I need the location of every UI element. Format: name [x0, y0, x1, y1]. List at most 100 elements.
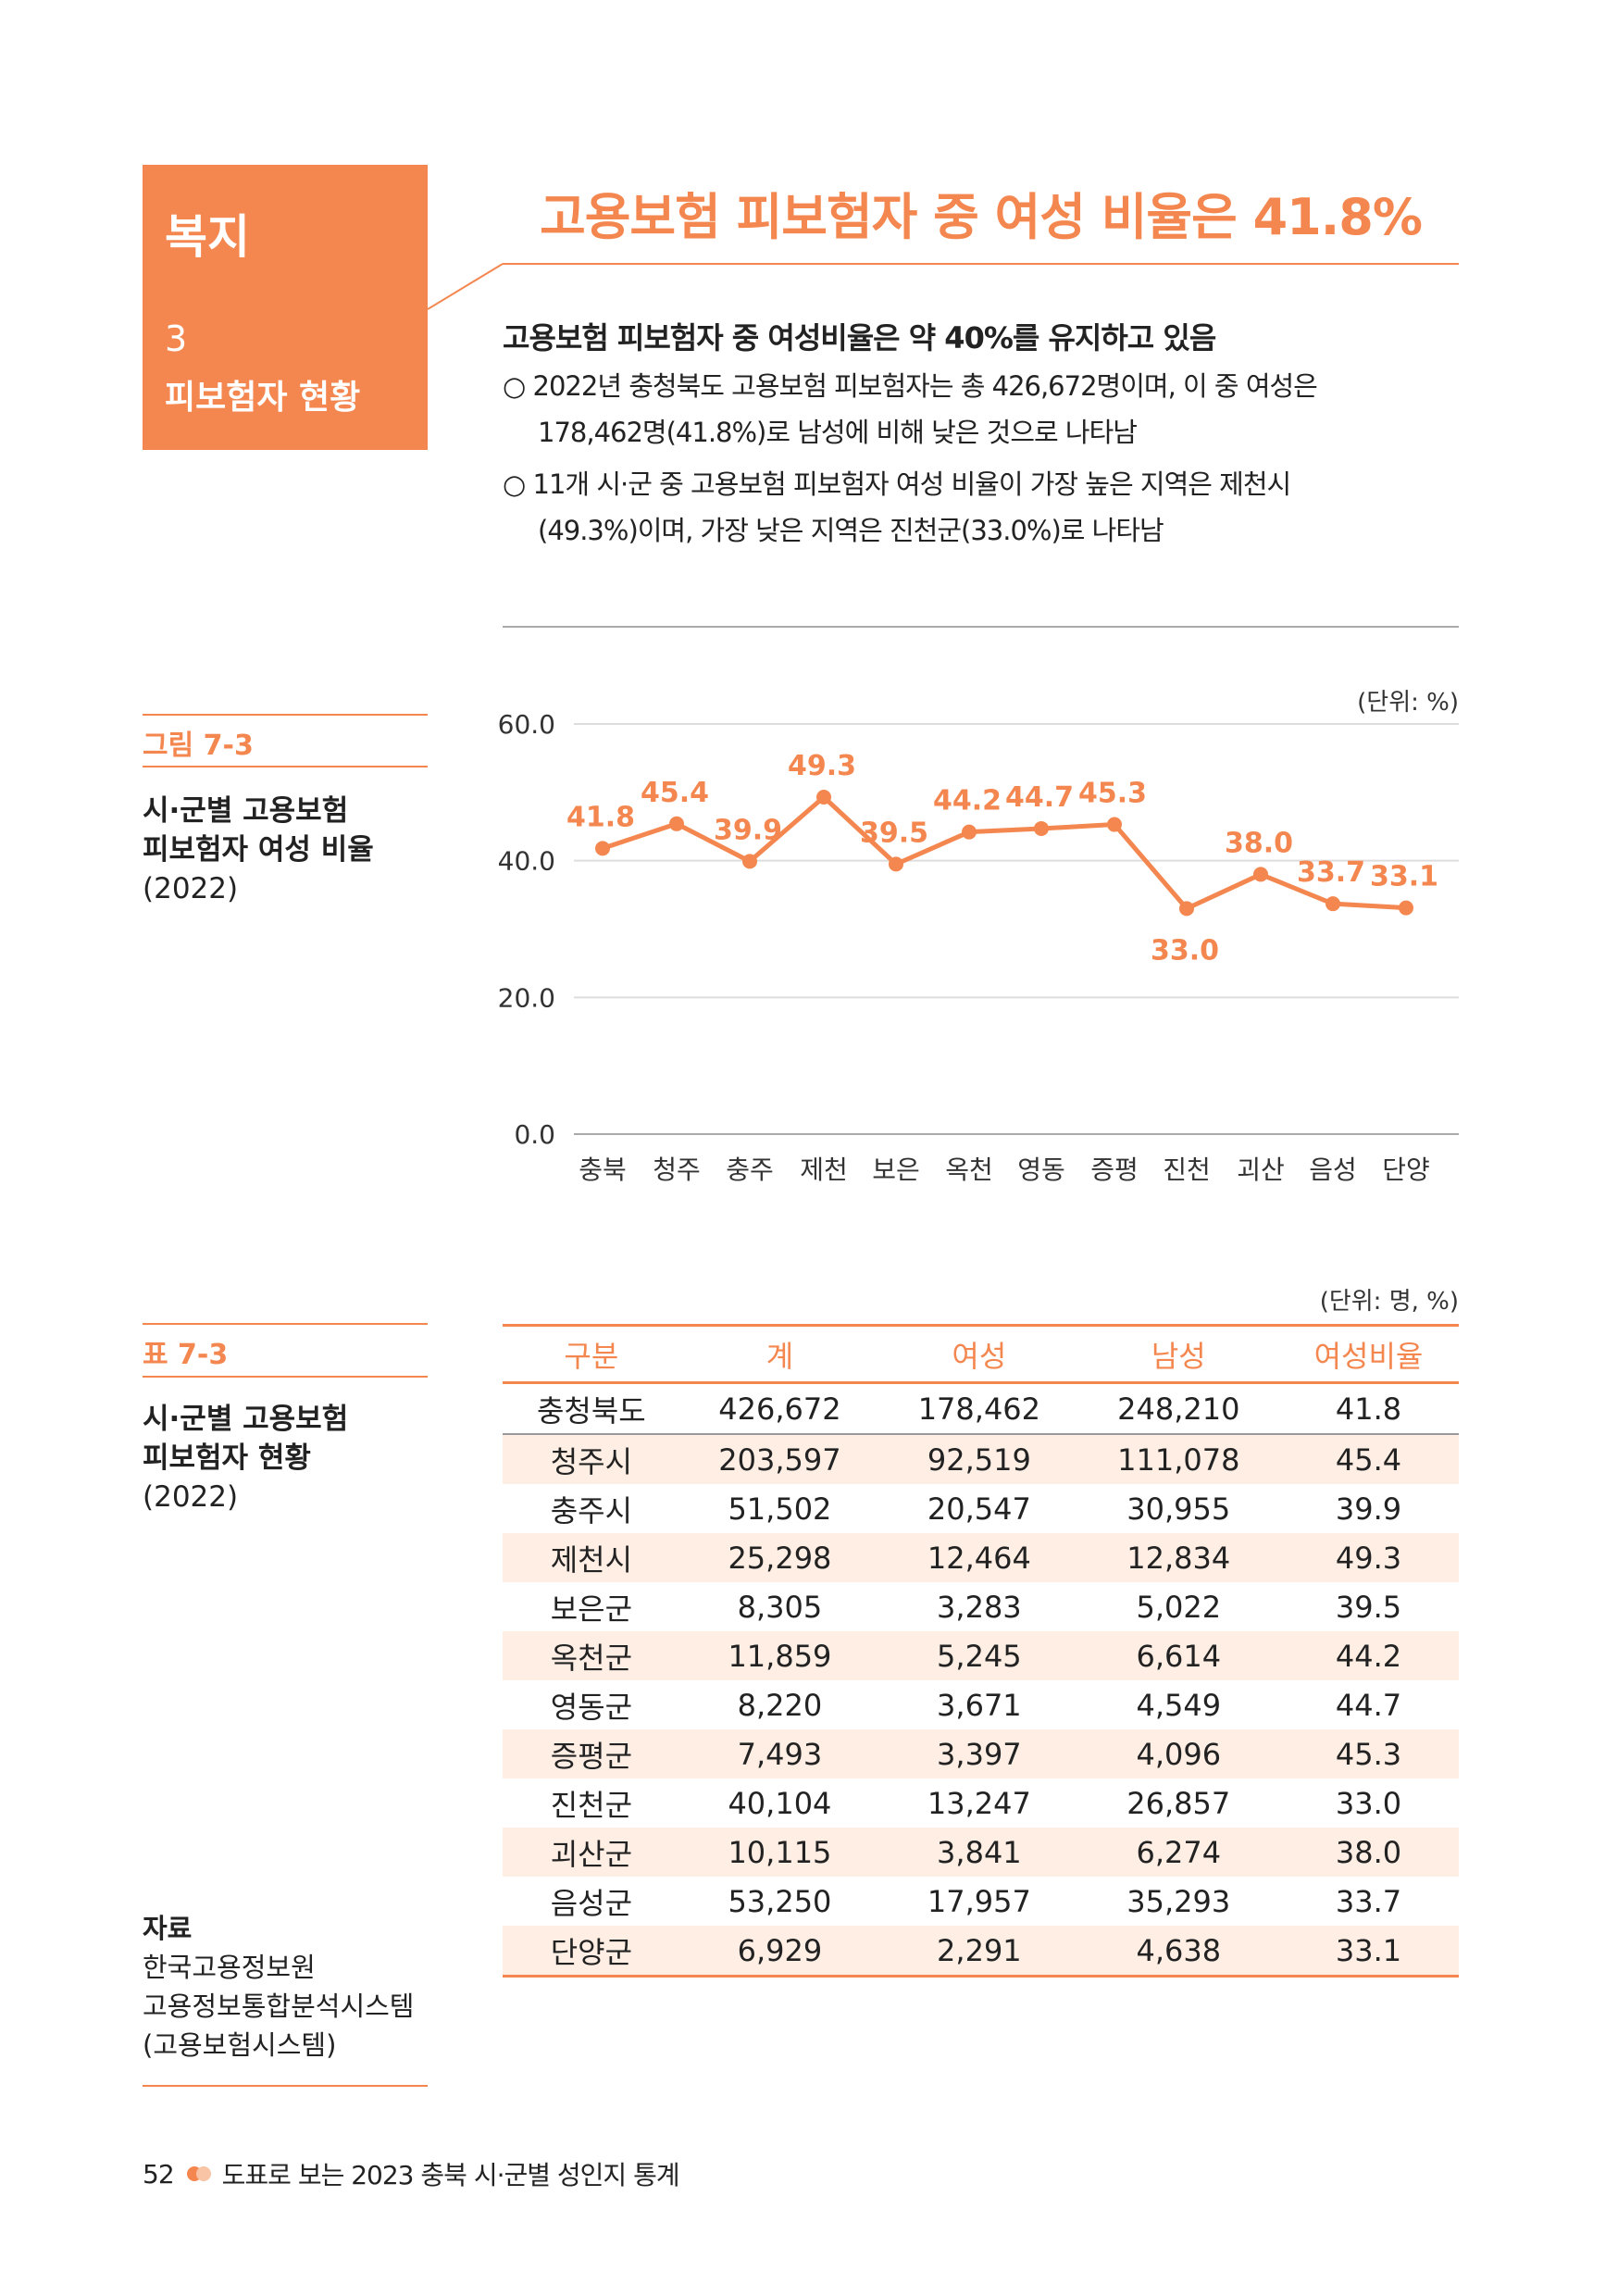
- table-rule-top: [143, 1323, 428, 1325]
- table-row: 보은군 8,305 3,283 5,022 39.5: [503, 1582, 1459, 1631]
- data-point: [1399, 900, 1413, 916]
- table-cell: 111,078: [1078, 1434, 1278, 1484]
- bullet-line: (49.3%)이며, 가장 낮은 지역은 진천군(33.0%)로 나타남: [538, 515, 1164, 546]
- source-line: 고용정보통합분석시스템: [143, 1990, 415, 2022]
- data-label: 39.9: [714, 814, 782, 846]
- data-point: [816, 790, 831, 805]
- table-cell: 44.7: [1335, 1687, 1402, 1723]
- table-cell: 괴산군: [503, 1828, 680, 1877]
- table-cell: 30,955: [1126, 1491, 1231, 1527]
- data-label: 45.4: [641, 777, 709, 809]
- data-label: 38.0: [1225, 827, 1293, 859]
- table-cell: 426,672: [679, 1382, 880, 1435]
- table-cell: 26,857: [1126, 1785, 1231, 1821]
- table-row: 충청북도 426,672 178,462 248,210 41.8: [503, 1382, 1459, 1435]
- data-table: 구분 계 여성 남성 여성비율 충청북도 426,672 178,462 248,210 41.…: [503, 1324, 1459, 1978]
- table-row: 영동군 8,220 3,671 4,549 44.7: [503, 1680, 1459, 1729]
- title-rule: [503, 263, 1459, 265]
- source-label: 자료: [143, 1913, 193, 1944]
- line-chart: 0.0 20.0 40.0 60.0 충북 청주 충주 제천 보은 옥천 영동 증평 진천 괴산 음성 단양 4…: [498, 709, 1459, 1185]
- bullet-line: ○ 2022년 충청북도 고용보험 피보험자는 총 426,672명이며, 이 …: [503, 370, 1318, 402]
- table-cell: 41.8: [1277, 1382, 1459, 1435]
- x-tick-label: 충주: [726, 1154, 774, 1185]
- caption-year: (2022): [143, 872, 239, 905]
- x-tick-label: 영동: [1017, 1154, 1065, 1185]
- column-header: 여성: [879, 1324, 1079, 1384]
- table-cell: 33.7: [1335, 1883, 1402, 1919]
- data-label: 44.2: [933, 785, 1002, 817]
- table-cell: 12,834: [1078, 1533, 1278, 1582]
- footer-dots-icon: [186, 2166, 211, 2181]
- data-label: 39.5: [860, 817, 928, 849]
- table-cell: 제천시: [503, 1533, 680, 1582]
- chart-unit: (단위: %): [1357, 689, 1459, 717]
- table-rule-bottom: [143, 1376, 428, 1378]
- table-cell: 38.0: [1277, 1828, 1459, 1877]
- table-cell: 20,547: [927, 1491, 1031, 1527]
- table-cell: 203,597: [679, 1434, 880, 1484]
- figure-rule-top: [143, 714, 428, 716]
- table-cell: 청주시: [503, 1434, 680, 1484]
- page-title: 고용보험 피보험자 중 여성 비율은 41.8%: [540, 188, 1423, 246]
- table-header-row: 구분 계 여성 남성 여성비율: [503, 1324, 1459, 1384]
- table-cell: 33.1: [1277, 1926, 1459, 1978]
- table-label: 표 7-3: [143, 1339, 229, 1371]
- table-cell: 11,859: [679, 1631, 880, 1680]
- column-header: 구분: [503, 1324, 680, 1384]
- table-cell: 45.3: [1277, 1729, 1459, 1778]
- section-box: 복지 3 피보험자 현황: [143, 165, 428, 450]
- table-cell: 17,957: [927, 1883, 1031, 1919]
- table-cell: 4,549: [1136, 1687, 1222, 1723]
- table-cell: 248,210: [1078, 1382, 1278, 1435]
- table-row: 충주시 51,502 20,547 30,955 39.9: [503, 1484, 1459, 1533]
- data-point: [1326, 896, 1340, 912]
- x-tick-label: 옥천: [945, 1154, 993, 1185]
- table-cell: 옥천군: [503, 1631, 680, 1680]
- data-point: [1107, 817, 1122, 832]
- caption-line: 피보험자 여성 비율: [143, 833, 374, 867]
- bullet-line: 178,462명(41.8%)로 남성에 비해 낮은 것으로 나타남: [538, 417, 1138, 448]
- table-cell: 12,464: [879, 1533, 1079, 1582]
- y-tick-label: 60.0: [498, 709, 555, 740]
- data-point: [1179, 901, 1194, 917]
- table-cell: 35,293: [1126, 1883, 1231, 1919]
- data-label: 33.0: [1151, 934, 1219, 967]
- table-cell: 49.3: [1277, 1533, 1459, 1582]
- table-cell: 178,462: [879, 1382, 1079, 1435]
- y-tick-label: 40.0: [498, 846, 555, 877]
- x-tick-label: 괴산: [1237, 1154, 1285, 1185]
- table-row: 진천군 40,104 13,247 26,857 33.0: [503, 1778, 1459, 1828]
- table-cell: 8,220: [737, 1687, 823, 1723]
- table-row: 옥천군 11,859 5,245 6,614 44.2: [503, 1631, 1459, 1680]
- table-cell: 진천군: [550, 1787, 633, 1823]
- section-category: 복지: [165, 210, 250, 264]
- table-cell: 증평군: [503, 1729, 680, 1778]
- figure-caption: 시·군별 고용보험 피보험자 여성 비율 (2022): [143, 792, 374, 908]
- connector-line: [428, 263, 504, 310]
- table-cell: 8,305: [737, 1589, 823, 1625]
- table-row: 단양군 6,929 2,291 4,638 33.1: [503, 1926, 1459, 1978]
- series-line: [602, 794, 1407, 911]
- table-cell: 6,929: [679, 1926, 880, 1978]
- caption-line: 시·군별 고용보험: [143, 794, 349, 828]
- column-header: 남성: [1078, 1324, 1278, 1384]
- summary-subtitle: 고용보험 피보험자 중 여성비율은 약 40%를 유지하고 있음: [503, 320, 1216, 356]
- table-cell: 충청북도: [503, 1382, 680, 1435]
- table-cell: 40,104: [728, 1785, 832, 1821]
- data-label: 44.7: [1005, 781, 1074, 814]
- data-point: [962, 824, 977, 840]
- table-unit: (단위: 명, %): [1319, 1288, 1459, 1316]
- source-line: 한국고용정보원: [143, 1952, 316, 1983]
- data-label: 45.3: [1078, 778, 1147, 810]
- table-cell: 충주시: [550, 1492, 633, 1529]
- table-cell: 39.5: [1335, 1589, 1402, 1625]
- table-cell: 51,502: [728, 1491, 832, 1527]
- figure-label: 그림 7-3: [143, 730, 254, 762]
- x-tick-label: 진천: [1163, 1154, 1211, 1185]
- table-cell: 3,841: [879, 1828, 1079, 1877]
- table-caption: 시·군별 고용보험 피보험자 현황 (2022): [143, 1400, 348, 1516]
- table-cell: 5,022: [1136, 1589, 1222, 1625]
- page-number: 52: [143, 2158, 175, 2190]
- page-footer: 52 도표로 보는 2023 충북 시·군별 성인지 통계: [143, 2155, 680, 2192]
- divider: [503, 626, 1459, 628]
